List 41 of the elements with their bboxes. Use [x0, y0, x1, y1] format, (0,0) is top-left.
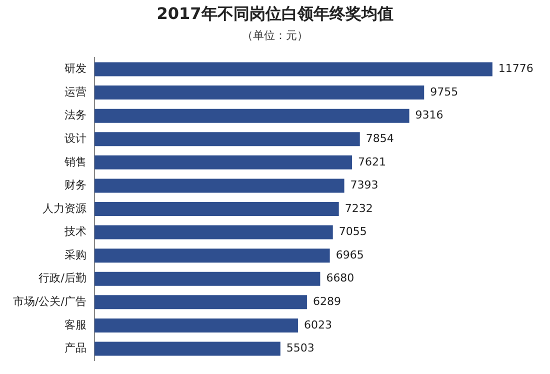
bar [94, 108, 410, 123]
y-tick-label: 研发 [64, 62, 86, 76]
data-label: 9755 [430, 85, 458, 98]
bar [94, 318, 298, 332]
data-label: 7055 [338, 225, 367, 238]
bar [94, 272, 320, 286]
data-label: 7621 [358, 155, 386, 168]
y-tick-label: 运营 [64, 85, 86, 98]
y-tick-label: 销售 [63, 155, 86, 168]
y-tick-label: 采购 [64, 248, 86, 262]
y-tick-label: 技术 [63, 225, 86, 238]
chart-title: 2017年不同岗位白领年终奖均值 [156, 4, 394, 25]
bar [94, 202, 339, 216]
y-tick-label: 行政/后勤 [38, 272, 86, 285]
y-tick-label: 法务 [64, 108, 86, 122]
data-label: 7232 [344, 202, 373, 215]
bar [94, 342, 280, 356]
y-tick-label: 人力资源 [42, 202, 86, 215]
y-tick-label: 市场/公关/广告 [12, 295, 86, 308]
data-label: 6023 [304, 318, 332, 332]
y-tick-label: 设计 [64, 132, 86, 145]
y-tick-label: 客服 [64, 318, 86, 332]
bar [94, 248, 330, 263]
bar [94, 86, 424, 100]
bar [94, 225, 333, 240]
data-label: 7393 [350, 178, 378, 192]
data-label: 9316 [415, 108, 444, 122]
data-label: 6965 [336, 248, 364, 262]
data-label: 11776 [498, 62, 534, 76]
data-label: 5503 [286, 342, 314, 355]
data-label: 7854 [366, 132, 394, 145]
bar [94, 295, 307, 310]
y-tick-label: 财务 [64, 178, 86, 192]
bar [94, 132, 360, 146]
bar [94, 178, 344, 193]
data-label: 6289 [312, 295, 341, 308]
data-label: 6680 [326, 272, 354, 285]
bar [94, 155, 352, 170]
bar [94, 62, 492, 76]
chart-subtitle: （单位：元） [241, 28, 309, 43]
y-tick-label: 产品 [64, 342, 86, 355]
